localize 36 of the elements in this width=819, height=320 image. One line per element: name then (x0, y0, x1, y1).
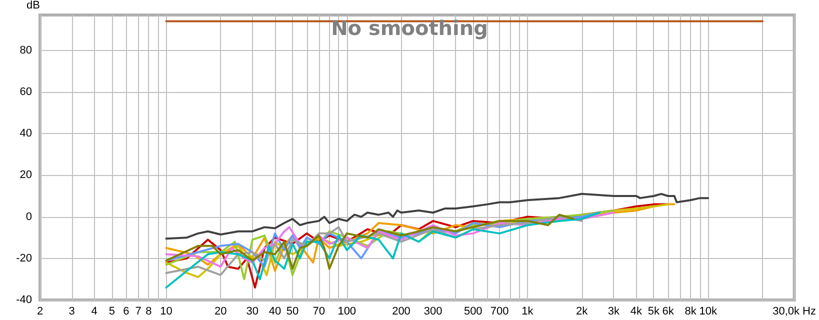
x-tick-label: 4k (630, 306, 643, 318)
x-tick-label: 5k (648, 306, 660, 318)
x-tick-label: 7 (135, 306, 142, 318)
y-tick-label: 80 (20, 44, 32, 56)
y-axis-title: dB (26, 0, 40, 12)
x-tick-label: 500 (464, 306, 482, 318)
y-tick-label: 60 (20, 86, 32, 98)
x-tick-label: 8k (684, 306, 697, 318)
y-tick-label: -20 (16, 252, 32, 264)
x-tick-label: 2k (576, 306, 588, 318)
x-tick-label: 3 (68, 306, 75, 318)
x-tick-label: 2 (36, 306, 44, 318)
x-tick-label: 4 (91, 306, 98, 318)
x-tick-label: 8 (146, 306, 152, 318)
y-tick-label: -40 (16, 294, 32, 306)
x-tick-label: 200 (392, 306, 410, 318)
x-tick-label: 70 (312, 306, 326, 318)
chart-title: No smoothing (331, 16, 488, 40)
x-tick-label: 100 (338, 306, 356, 318)
x-tick-label: 5 (108, 306, 115, 318)
x-tick-label: 50 (286, 306, 299, 318)
x-tick-label: 700 (490, 306, 509, 318)
x-tick-label: 10 (160, 306, 172, 318)
x-tick-label: 1k (522, 306, 534, 318)
x-tick-label: 3k (608, 306, 620, 318)
y-tick-label: 20 (20, 169, 32, 182)
x-tick-label: 6 (123, 306, 130, 318)
x-tick-label: 300 (424, 306, 442, 318)
x-tick-label: 30,0k Hz (772, 306, 816, 318)
x-tick-label: 6k (662, 306, 674, 318)
x-tick-label: 20 (214, 306, 227, 318)
y-tick-label: 40 (20, 128, 32, 140)
x-tick-label: 10k (699, 306, 718, 318)
x-tick-label: 40 (268, 306, 282, 318)
x-tick-label: 30 (246, 306, 259, 318)
y-tick-label: 0 (26, 210, 32, 223)
